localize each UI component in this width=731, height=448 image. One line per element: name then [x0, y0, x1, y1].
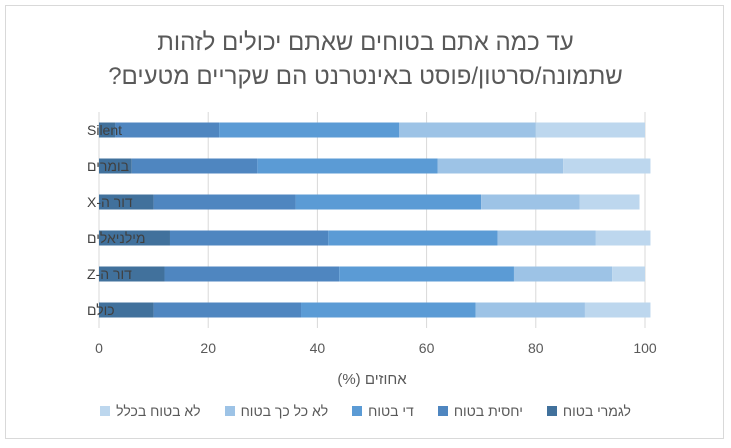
bar-segment-5-0: [99, 302, 154, 318]
bar-segment-0-2: [219, 122, 400, 138]
bar-segment-2-4: [579, 194, 640, 210]
bar-segment-0-3: [399, 122, 536, 138]
bar-segment-5-3: [475, 302, 585, 318]
bar-segment-1-0: [99, 158, 132, 174]
bar-segment-0-1: [115, 122, 220, 138]
legend-swatch: [352, 406, 363, 416]
x-tick-labels: 0 20 40 60 80 100: [95, 340, 657, 356]
legend-swatch: [546, 406, 557, 416]
bar-segment-3-2: [328, 230, 498, 246]
bar-segment-0-4: [535, 122, 645, 138]
category-label: דור ה-Z: [87, 266, 132, 282]
bars: [99, 122, 651, 318]
x-tick-label: 0: [95, 340, 103, 356]
legend-swatch: [437, 406, 448, 416]
bar-segment-3-1: [169, 230, 329, 246]
x-tick-label: 100: [633, 340, 657, 356]
bar-segment-1-4: [563, 158, 651, 174]
legend-swatch: [224, 406, 235, 416]
legend-label: לא בטוח בכלל: [116, 403, 201, 419]
x-tick-label: 40: [310, 340, 326, 356]
bar-segment-3-0: [99, 230, 170, 246]
bar-segment-4-0: [99, 266, 165, 282]
bar-segment-2-2: [295, 194, 482, 210]
legend-swatch: [100, 406, 111, 416]
chart-title-line-2: שתמונה/סרטון/פוסט באינטרנט הם שקריים מטע…: [108, 63, 623, 90]
bar-segment-1-2: [257, 158, 438, 174]
category-label: דור ה-X: [87, 194, 133, 210]
legend-item-4: לא בטוח בכלל: [100, 400, 201, 422]
bar-segment-4-4: [612, 266, 645, 282]
category-labels: Silent בומרים דור ה-X מילניאלים דור ה-Z כולם: [87, 122, 146, 318]
bar-segment-2-1: [153, 194, 296, 210]
x-tick-label: 80: [528, 340, 544, 356]
legend-label: לגמרי בטוח: [562, 403, 631, 419]
legend-label: די בטוח: [368, 403, 414, 419]
legend-item-3: לא כל כך בטוח: [224, 400, 329, 422]
bar-segment-4-2: [339, 266, 514, 282]
bar-segment-1-1: [131, 158, 258, 174]
legend-item-0: לגמרי בטוח: [546, 400, 631, 422]
gridlines: [98, 112, 646, 328]
category-label: בומרים: [87, 158, 129, 174]
legend-item-1: יחסית בטוח: [437, 400, 523, 422]
bar-segment-2-3: [481, 194, 580, 210]
x-axis-title: אחוזים (%): [337, 371, 407, 388]
legend-item-2: די בטוח: [352, 400, 414, 422]
chart-frame: [5, 5, 724, 439]
bar-segment-4-1: [164, 266, 340, 282]
legend-label: יחסית בטוח: [453, 403, 523, 419]
bar-segment-5-2: [301, 302, 476, 318]
bar-segment-1-3: [437, 158, 564, 174]
chart-title-line-1: עד כמה אתם בטוחים שאתם יכולים לזהות: [157, 29, 574, 56]
bar-segment-0-0: [99, 122, 116, 138]
legend: לגמרי בטוח יחסית בטוח די בטוח לא כל כך בטוח…: [0, 400, 731, 422]
bar-segment-5-4: [584, 302, 651, 318]
chart-title: עד כמה אתם בטוחים שאתם יכולים לזהות שתמו…: [0, 26, 731, 94]
category-label: Silent: [87, 122, 122, 138]
bar-segment-3-3: [497, 230, 596, 246]
legend-label: לא כל כך בטוח: [240, 403, 329, 419]
bar-segment-5-1: [153, 302, 302, 318]
x-tick-label: 20: [200, 340, 216, 356]
category-label: כולם: [87, 302, 115, 318]
bar-segment-3-4: [595, 230, 651, 246]
category-label: מילניאלים: [87, 230, 146, 246]
bar-segment-2-0: [99, 194, 154, 210]
x-tick-label: 60: [419, 340, 435, 356]
bar-segment-4-3: [513, 266, 613, 282]
